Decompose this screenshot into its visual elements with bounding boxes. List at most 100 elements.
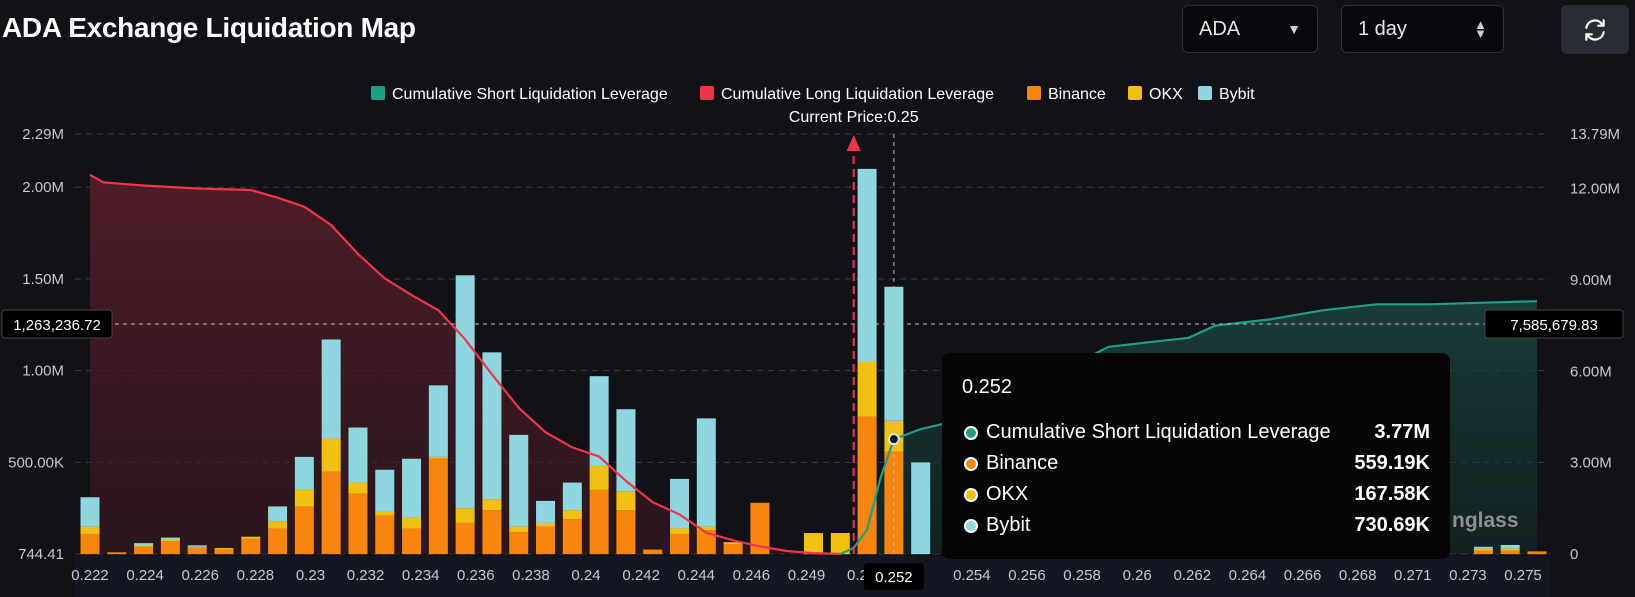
right-tick-label: 12.00M [1570,181,1620,198]
x-tick-label: 0.232 [347,567,385,584]
legend-label: Binance [1048,86,1106,103]
x-tick-label: 0.271 [1394,567,1432,584]
x-tick-label: 0.264 [1229,567,1267,584]
bar-bybit [1473,546,1493,549]
x-tick-label: 0.226 [181,567,219,584]
bar-okx [1500,548,1520,551]
bar-binance [643,549,663,555]
bar-binance [428,458,448,555]
left-tick-label: 500.00K [8,454,64,471]
tooltip-row: OKX 167.58K [962,479,1430,510]
range-select-value: 1 day [1358,17,1407,40]
bar-binance [321,471,341,555]
bar-binance [241,538,261,555]
right-tick-label: 0 [1570,546,1578,563]
bar-bybit [455,275,475,509]
right-value-text: 7,585,679.83 [1510,317,1598,334]
legend-label: OKX [1149,86,1183,103]
x-value-badge [863,563,924,590]
left-tick-label: 2.29M [22,126,64,143]
bar-okx [1473,548,1493,551]
bar-bybit [428,385,448,457]
x-tick-label: 0.244 [677,567,715,584]
caret-down-icon: ▼ [1287,21,1301,37]
bar-bybit [857,168,877,362]
left-value-text: 1,263,236.72 [13,317,101,334]
x-tick-label: 0.262 [1174,567,1212,584]
tooltip: 0.252 Cumulative Short Liquidation Lever… [942,353,1450,559]
tooltip-dot-icon [964,456,978,471]
bar-binance [294,506,314,555]
range-select[interactable]: 1 day ▲ ▼ [1341,5,1504,53]
legend: Cumulative Short Liquidation Leverage Cum… [371,86,1255,103]
bar-okx [696,526,716,531]
bar-binance [723,544,743,555]
bar-okx [160,539,180,542]
crosshair-point [887,433,900,446]
x-tick-label: 0.224 [126,567,164,584]
bar-bybit [589,376,609,467]
bar-binance [562,519,582,555]
bar-binance [455,522,475,555]
axis-labels: 744.41 500.00K 1.00M 1.50M 2.00M 2.29M 0 3.00M 6… [8,126,1620,584]
long-cumulative-line [89,173,841,556]
bar-okx [294,489,314,507]
tooltip-row-name: Binance [986,452,1059,474]
bar-bybit [562,482,582,511]
tooltip-row: Bybit 730.69K [962,510,1430,541]
tooltip-row-value: 3.77M [1374,421,1430,443]
bar-okx [375,511,395,516]
bar-okx [830,533,850,555]
refresh-button[interactable] [1561,5,1629,54]
bar-bybit [1500,544,1520,549]
bar-bybit [482,352,502,500]
x-tick-label: 0.26 [1123,567,1152,584]
x-tick-label: 0.242 [622,567,660,584]
bar-binance [107,552,127,555]
x-tick-label: 0.273 [1449,567,1487,584]
bar-bybit [294,456,314,490]
bar-bybit [321,339,341,439]
x-tick-label: 0.249 [788,567,826,584]
bar-okx [589,466,609,490]
bar-okx [562,510,582,520]
bar-bybit [536,500,556,523]
bar-okx [804,533,823,555]
bar-bybit [616,409,636,492]
bar-binance [1500,550,1520,555]
bar-binance [187,547,207,555]
x-tick-label: 0.256 [1008,567,1046,584]
coin-select[interactable]: ADA ▼ [1182,5,1318,53]
left-tick-label: 744.41 [18,546,64,563]
bar-binance [375,515,395,555]
legend-label: Cumulative Short Liquidation Leverage [392,86,668,103]
x-tick-label: 0.234 [402,567,440,584]
tooltip-row: Binance 559.19K [962,448,1430,479]
bar-binance [536,526,556,555]
bar-bybit [402,458,422,518]
bar-binance [214,548,234,555]
watermark: nglass [1452,509,1519,532]
x-tick-label: 0.254 [953,567,991,584]
right-tick-label: 3.00M [1570,455,1612,472]
bar-binance [134,546,154,555]
bar-binance [857,416,877,555]
legend-swatch [700,86,714,100]
bar-binance [750,502,770,555]
overlay-layer: Current Price:0.25 1,263,236.72 7,585,679.… [1,109,1624,590]
tooltip-row-name: Cumulative Short Liquidation Leverage [986,421,1331,443]
bar-okx [723,542,743,545]
right-value-badge [1484,309,1624,339]
bar-bybit [187,545,207,547]
bar-okx [214,548,234,550]
right-tick-label: 6.00M [1570,363,1612,380]
tooltip-row-value: 559.19K [1354,452,1430,474]
bar-okx [536,522,556,527]
bar-okx [80,526,100,534]
tooltip-row: Cumulative Short Liquidation Leverage 3.7… [962,417,1430,448]
bar-okx [509,526,529,533]
bar-binance [402,528,422,555]
x-tick-label: 0.24 [571,567,600,584]
bar-binance [509,532,529,555]
x-tick-label: 0.258 [1063,567,1101,584]
